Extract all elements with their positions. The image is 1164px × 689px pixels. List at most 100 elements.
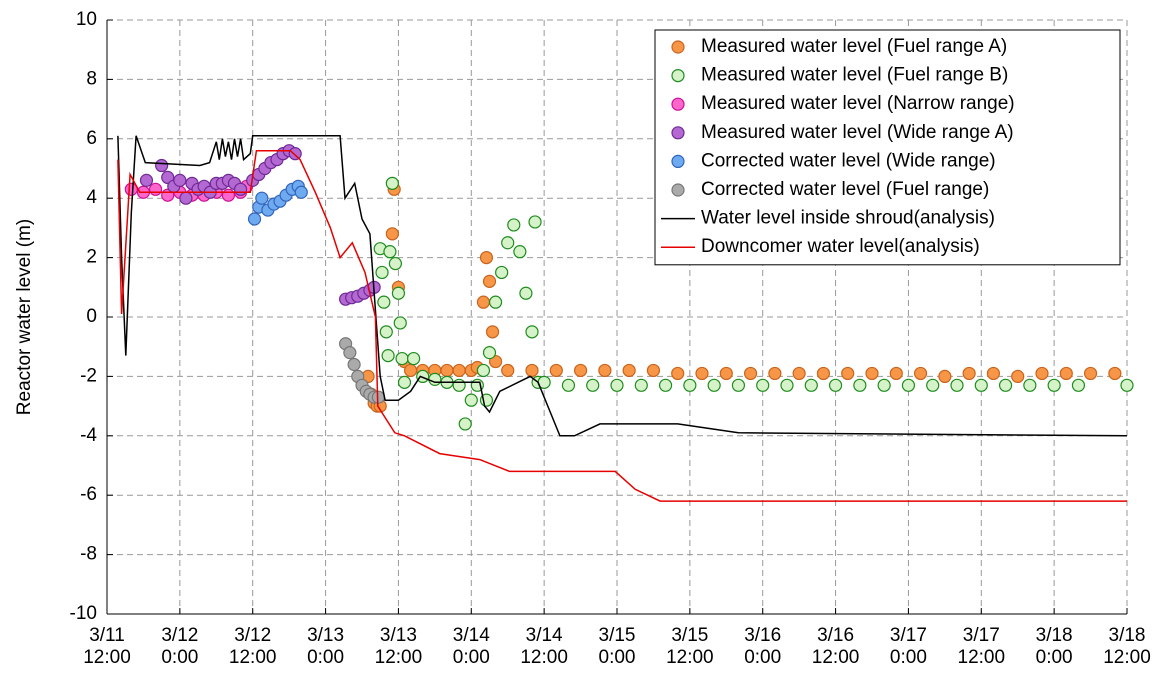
legend-marker [671, 183, 685, 197]
legend-marker [671, 97, 685, 111]
legend-label: Water level inside shroud(analysis) [701, 208, 995, 229]
marker [501, 236, 515, 250]
legend-label: Corrected water level (Fuel range) [701, 179, 989, 200]
x-tick-label: 3/13 12:00 [374, 625, 423, 668]
marker [347, 357, 361, 372]
marker [221, 188, 236, 202]
x-tick-label: 3/16 0:00 [744, 625, 782, 668]
marker [476, 295, 491, 309]
marker [501, 363, 515, 378]
marker [610, 378, 624, 392]
line [117, 135, 1128, 437]
marker [395, 351, 409, 366]
marker [1059, 366, 1073, 381]
marker [528, 215, 542, 229]
x-tick-label: 3/12 0:00 [161, 625, 199, 668]
y-tick-label: -10 [70, 603, 97, 624]
marker [792, 366, 806, 381]
marker [525, 325, 539, 339]
y-tick-label: 10 [76, 9, 97, 30]
marker [707, 378, 721, 392]
marker [464, 393, 478, 407]
marker [479, 251, 494, 265]
marker [488, 295, 503, 309]
x-tick-label: 3/17 0:00 [889, 625, 927, 668]
marker [841, 366, 855, 381]
marker [155, 158, 169, 173]
legend-marker [671, 68, 685, 83]
marker [950, 378, 964, 392]
marker [288, 147, 302, 161]
marker [816, 366, 831, 381]
x-tick-label: 3/12 12:00 [228, 625, 277, 668]
legend-box [654, 29, 1121, 266]
marker [388, 256, 402, 271]
marker [561, 378, 576, 392]
marker [1023, 378, 1037, 392]
marker [756, 378, 770, 392]
marker [622, 363, 636, 378]
legend-label: Corrected water level (Wide range) [701, 150, 996, 171]
marker [255, 191, 269, 205]
y-tick-label: -8 [80, 544, 97, 565]
marker [407, 351, 421, 366]
legend-label: Downcomer water level(analysis) [701, 236, 980, 257]
marker [383, 245, 397, 259]
marker [634, 378, 648, 392]
marker [485, 325, 500, 339]
marker [1035, 366, 1049, 381]
marker [986, 366, 1001, 381]
x-tick-label: 3/13 0:00 [307, 625, 345, 668]
marker [393, 316, 407, 330]
x-tick-label: 3/17 12:00 [957, 625, 1006, 668]
marker [525, 363, 539, 378]
legend-marker [671, 154, 685, 168]
marker [683, 378, 697, 392]
y-tick-label: -6 [80, 484, 97, 505]
marker [173, 173, 187, 187]
marker [804, 378, 818, 392]
marker [731, 378, 746, 392]
y-axis-label: Reactor water level (m) [14, 219, 35, 415]
marker [452, 378, 466, 392]
legend-label: Measured water level (Fuel range A) [701, 36, 1007, 57]
legend-label: Measured water level (Wide range A) [701, 122, 1014, 143]
marker [507, 218, 521, 232]
x-tick-label: 3/11 12:00 [83, 625, 131, 668]
marker [913, 366, 928, 381]
marker [148, 182, 163, 196]
y-tick-label: 4 [86, 187, 97, 208]
line [117, 149, 1127, 502]
y-tick-label: 0 [86, 306, 97, 327]
marker [397, 375, 412, 389]
marker [695, 366, 709, 381]
marker [853, 378, 867, 392]
y-tick-label: -4 [80, 425, 97, 446]
marker [476, 363, 491, 378]
marker [247, 212, 262, 226]
marker [828, 378, 843, 392]
x-tick-label: 3/15 0:00 [598, 625, 636, 668]
marker [573, 363, 588, 378]
x-tick-label: 3/14 12:00 [520, 625, 568, 668]
marker [482, 274, 497, 288]
marker [458, 417, 472, 431]
marker [671, 366, 685, 381]
x-tick-label: 3/16 12:00 [811, 625, 860, 668]
marker [375, 265, 389, 280]
marker [962, 366, 976, 381]
marker [294, 185, 308, 199]
x-tick-label: 3/15 12:00 [666, 625, 714, 668]
marker [586, 378, 600, 392]
marker [513, 245, 527, 259]
x-tick-label: 3/18 12:00 [1103, 625, 1151, 668]
marker [768, 366, 782, 381]
x-tick-label: 3/14 0:00 [452, 625, 490, 668]
marker [385, 227, 399, 241]
marker [646, 363, 661, 378]
marker [385, 176, 399, 190]
marker [598, 363, 612, 378]
marker [901, 378, 916, 392]
marker [161, 170, 175, 185]
